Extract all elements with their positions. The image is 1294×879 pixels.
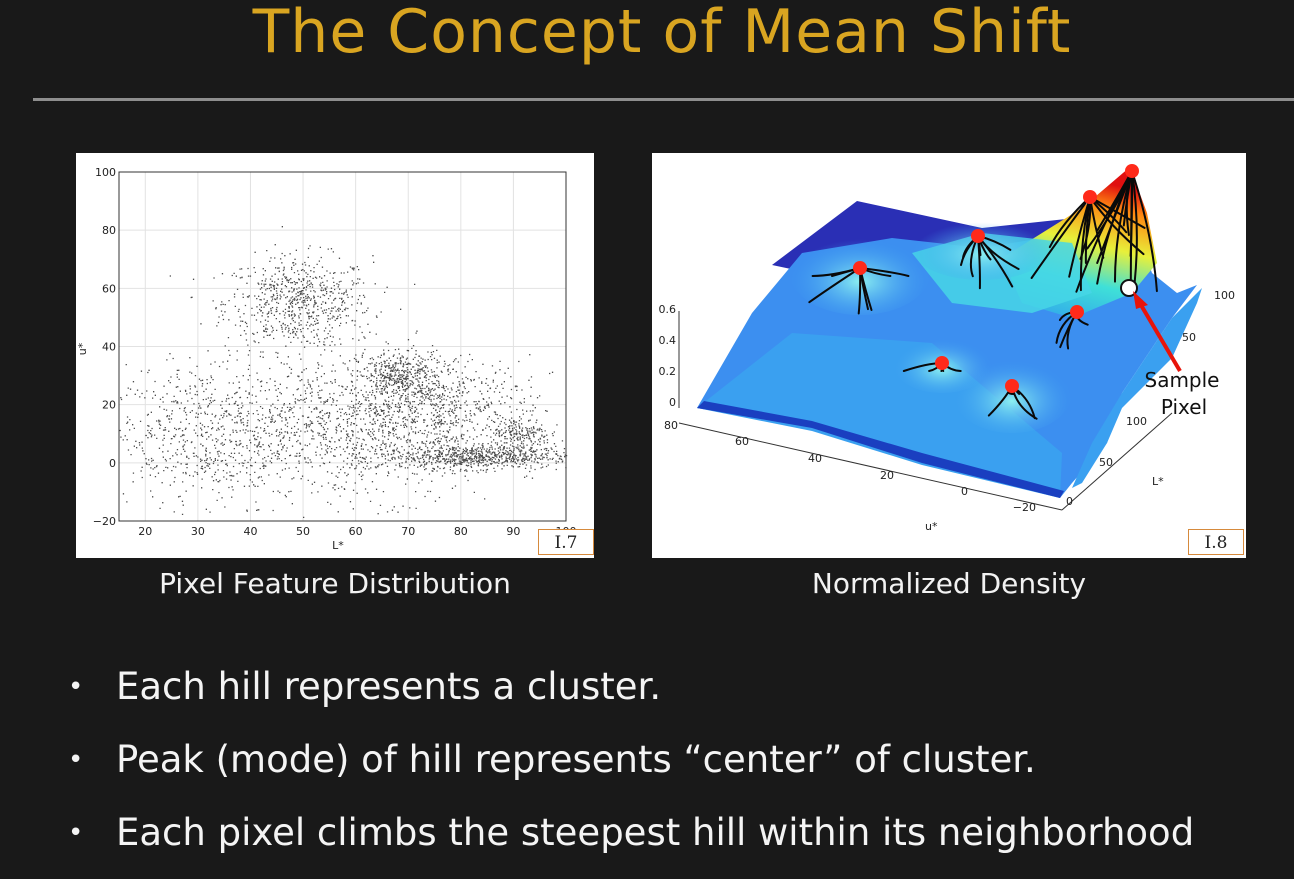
z-axis-tick-label: 0 (669, 396, 676, 409)
scatter-figure: 20 30 40 50 60 70 80 90 100 −20 0 20 40 60 80 100 L* u… (76, 153, 594, 558)
scatter-plot: 20 30 40 50 60 70 80 90 100 −20 0 20 40 60 80 100 L* u… (76, 166, 577, 552)
l-axis-tick-label: 50 (1099, 456, 1113, 469)
u-axis-tick-label: 0 (961, 485, 968, 498)
mean-shift-path (1068, 196, 1091, 278)
u-axis-tick-label: 60 (735, 435, 749, 448)
cluster-peak-marker (935, 356, 949, 370)
z-axis-tick-label: 0.2 (659, 365, 677, 378)
scatter-point-cloud (119, 226, 568, 519)
scatter-x-tick-label: 70 (401, 525, 415, 538)
scatter-y-tick-label: 40 (102, 341, 116, 354)
scatter-x-ticks: 2030405060708090100 (138, 525, 576, 538)
scatter-x-tick-label: 80 (454, 525, 468, 538)
slide-title: The Concept of Mean Shift (252, 0, 1072, 67)
l-axis-tick-label: 0 (1066, 495, 1073, 508)
mean-shift-path (1075, 170, 1133, 293)
scatter-x-tick-label: 50 (296, 525, 310, 538)
surface-low (697, 333, 1062, 498)
cluster-peak-marker (853, 261, 867, 275)
sample-pixel-arrow (1136, 298, 1182, 373)
bullet-dot-icon: • (68, 745, 84, 775)
cluster-peak-marker (1070, 305, 1084, 319)
scatter-y-tick-label: 20 (102, 399, 116, 412)
scatter-x-tick-label: 60 (349, 525, 363, 538)
bullet-text: Each hill represents a cluster. (116, 665, 662, 708)
mean-shift-path (1030, 196, 1091, 279)
bullet-dot-icon: • (68, 818, 84, 848)
surface-bump-1 (912, 216, 1052, 280)
bullet-text: Peak (mode) of hill represents “center” … (116, 738, 1036, 781)
bullet-item: • Each pixel climbs the steepest hill wit… (68, 806, 1194, 879)
mean-shift-path (1096, 170, 1133, 285)
mean-shift-path (1131, 170, 1158, 293)
bullet-dot-icon: • (68, 672, 84, 702)
l-axis-label: L* (1152, 475, 1164, 488)
cluster-peak-marker (1125, 164, 1139, 178)
u-axis-tick-label: −20 (1013, 501, 1036, 514)
right-axis-tick-label: 50 (1182, 331, 1196, 344)
scatter-y-tick-label: 100 (95, 166, 116, 179)
u-axis-tick-label: 20 (880, 469, 894, 482)
scatter-y-label: u* (76, 342, 89, 355)
mean-shift-path (1131, 170, 1138, 285)
sample-pixel-label-line2: Pixel (1161, 395, 1207, 419)
scatter-y-tick-label: 0 (109, 457, 116, 470)
l-axis-tick-label: 100 (1126, 415, 1147, 428)
cluster-peak-marker (1005, 379, 1019, 393)
scatter-x-tick-label: 90 (506, 525, 520, 538)
cluster-peak-marker (971, 229, 985, 243)
sample-pixel-marker (1120, 279, 1138, 297)
mean-shift-path (1129, 170, 1133, 281)
l-axis-line (1061, 412, 1173, 511)
bullet-text: Each pixel climbs the steepest hill with… (116, 811, 1195, 854)
sample-pixel-arrowhead (1133, 291, 1148, 309)
u-axis-tick-label: 40 (808, 452, 822, 465)
u-axis-label: u* (925, 520, 938, 533)
scatter-x-tick-label: 30 (191, 525, 205, 538)
u-axis-ticks: 80 60 40 20 0 −20 (664, 419, 1036, 514)
scatter-y-tick-label: 60 (102, 282, 116, 295)
u-axis-line (678, 422, 1063, 511)
z-axis-tick-label: 0.6 (659, 303, 677, 316)
scatter-points (119, 226, 568, 519)
right-axis-ticks: 100 50 (1182, 289, 1235, 344)
u-axis-tick-label: 80 (664, 419, 678, 432)
bullet-item: • Each hill represents a cluster. (68, 660, 1194, 733)
bullet-item: • Peak (mode) of hill represents “center”… (68, 733, 1194, 806)
l-axis-ticks: 0 50 100 (1066, 415, 1147, 508)
cluster-peaks (853, 164, 1139, 393)
z-axis-ticks: 0.6 0.4 0.2 0 (659, 303, 677, 409)
sample-pixel-label-line1: Sample (1145, 368, 1220, 392)
surface-front-edge (697, 401, 1064, 498)
right-axis-tick-label: 100 (1214, 289, 1235, 302)
title-divider (33, 98, 1294, 101)
cluster-peak-marker (1083, 190, 1097, 204)
left-figure-caption: Pixel Feature Distribution (159, 567, 511, 600)
scatter-x-label: L* (332, 539, 344, 552)
surface-side (1072, 288, 1202, 488)
density-figure: Sample Pixel 0.6 0.4 0.2 0 80 60 40 20 0 −20 0 50… (652, 153, 1246, 558)
scatter-x-tick-label: 20 (138, 525, 152, 538)
scatter-y-tick-label: −20 (93, 515, 116, 528)
figure-tag-i8: I.8 (1188, 529, 1244, 555)
figure-tag-i7: I.7 (538, 529, 594, 555)
scatter-x-tick-label: 40 (243, 525, 257, 538)
scatter-y-tick-label: 80 (102, 224, 116, 237)
scatter-frame (118, 171, 567, 522)
density-surface-plot: Sample Pixel 0.6 0.4 0.2 0 80 60 40 20 0 −20 0 50… (659, 164, 1235, 533)
scatter-grid (119, 171, 567, 522)
z-axis-tick-label: 0.4 (659, 334, 677, 347)
right-figure-caption: Normalized Density (811, 567, 1087, 600)
bullet-list: • Each hill represents a cluster. • Peak (… (68, 660, 1194, 879)
scatter-y-ticks: −20 0 20 40 60 80 100 (93, 166, 116, 528)
